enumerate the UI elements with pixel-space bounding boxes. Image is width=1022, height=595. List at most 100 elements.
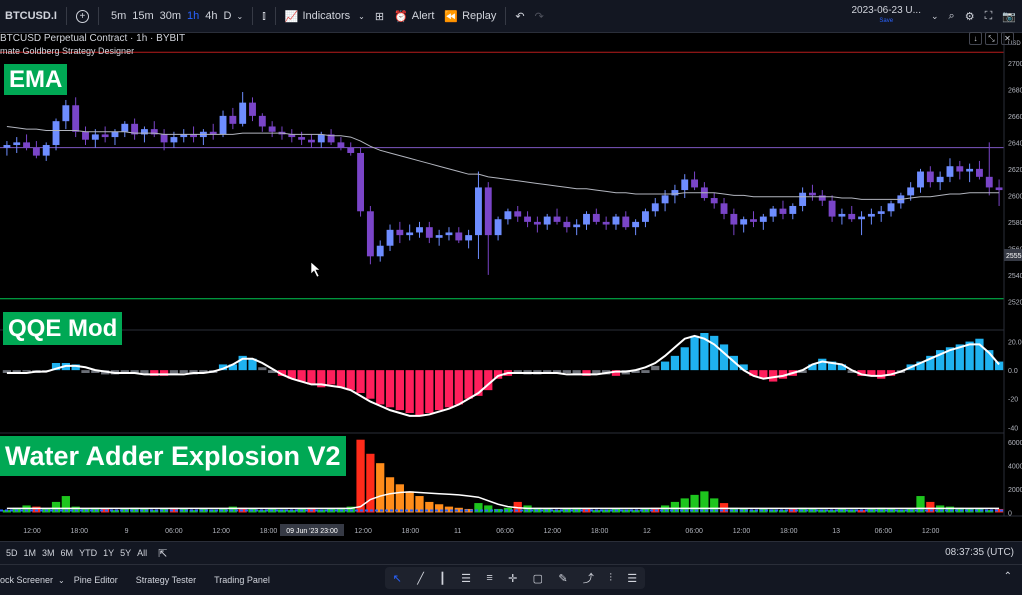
- crosshair-icon[interactable]: ✛: [508, 572, 518, 585]
- symbol-description[interactable]: BTCUSD Perpetual Contract · 1h · BYBIT: [0, 33, 186, 44]
- wae-bar: [366, 453, 375, 513]
- horizontal-lines-icon[interactable]: ≡: [486, 572, 493, 584]
- date-range-icon[interactable]: ⇱: [158, 547, 168, 560]
- camera-icon[interactable]: 📷: [1002, 10, 1016, 23]
- qqe-bar: [945, 347, 955, 371]
- close-icon[interactable]: ✕: [1001, 32, 1014, 45]
- gear-icon[interactable]: ⚙: [964, 10, 975, 23]
- clock[interactable]: 08:37:35 (UTC): [945, 547, 1014, 558]
- compare-button[interactable]: +: [71, 0, 94, 32]
- symbol-search[interactable]: BTCUSD.I: [0, 0, 62, 32]
- chevron-up-icon[interactable]: ⌃: [1003, 571, 1012, 582]
- chevron-down-icon[interactable]: ⌄: [58, 575, 65, 585]
- indicators-button[interactable]: 📈 Indicators ⌄: [280, 0, 370, 32]
- candle-body: [661, 195, 669, 204]
- candle-body: [91, 134, 99, 140]
- vertical-line-icon[interactable]: ┃: [439, 572, 446, 585]
- measure-icon[interactable]: ⫶: [609, 571, 612, 584]
- timeframe-15m[interactable]: 15m: [132, 10, 154, 22]
- rectangle-icon[interactable]: ▢: [532, 572, 544, 585]
- qqe-bar: [454, 370, 463, 405]
- channel-icon[interactable]: ☰: [461, 572, 471, 585]
- candle-body: [642, 211, 649, 222]
- menu-icon[interactable]: ☰: [627, 572, 638, 585]
- qqe-bar: [130, 370, 139, 373]
- candle-body: [82, 131, 89, 140]
- path-icon[interactable]: ⤴: [582, 573, 594, 585]
- cursor-icon[interactable]: ↖: [392, 572, 402, 585]
- redo-button[interactable]: ↷: [530, 0, 549, 32]
- range-all[interactable]: All: [137, 548, 148, 558]
- strategy-name[interactable]: mate Goldberg Strategy Designer: [0, 46, 135, 56]
- divider: [274, 7, 276, 25]
- undo-button[interactable]: ↶: [510, 0, 529, 32]
- wae-bar: [140, 508, 149, 513]
- wae-bar: [484, 505, 493, 513]
- range-ytd[interactable]: YTD: [79, 548, 98, 558]
- range-1y[interactable]: 1Y: [103, 548, 115, 558]
- candle-body: [268, 126, 276, 132]
- candle-body: [759, 216, 767, 222]
- candle-body: [583, 213, 590, 225]
- qqe-bar: [297, 370, 306, 382]
- price-chart[interactable]: 2700268026602640262026002580256025402520…: [0, 33, 1022, 541]
- candle-body: [101, 134, 109, 138]
- timeframe-30m[interactable]: 30m: [159, 10, 182, 22]
- wae-bar: [670, 501, 680, 513]
- tab-pine-editor[interactable]: Pine Editor: [73, 575, 118, 585]
- range-6m[interactable]: 6M: [60, 548, 74, 558]
- qqe-bar: [965, 341, 974, 371]
- range-5d[interactable]: 5D: [6, 548, 18, 558]
- time-tick-label: 12: [643, 528, 651, 535]
- time-tick-label: 06:00: [496, 528, 514, 535]
- qqe-bar: [395, 370, 404, 411]
- layout-save-button[interactable]: 2023-06-23 U... Save: [852, 6, 922, 26]
- ema-line: [6, 125, 1000, 200]
- timeframe-4h[interactable]: 4h: [205, 10, 218, 22]
- brush-icon[interactable]: ✎: [558, 572, 568, 585]
- trendline-icon[interactable]: ╱: [417, 572, 424, 585]
- range-3m[interactable]: 3M: [42, 548, 55, 558]
- replay-button[interactable]: ⏪ Replay: [439, 0, 501, 32]
- search-icon[interactable]: ⌕: [948, 9, 955, 22]
- wae-explosion-line: [6, 491, 1000, 510]
- qqe-bar: [877, 370, 886, 379]
- wae-bar: [965, 508, 974, 513]
- collapse-icon[interactable]: ⤡: [985, 32, 998, 45]
- download-icon[interactable]: ↓: [969, 32, 982, 45]
- candle-body: [985, 176, 993, 188]
- chevron-down-icon[interactable]: ⌄: [931, 10, 939, 21]
- range-1m[interactable]: 1M: [23, 548, 37, 558]
- templates-button[interactable]: ⊞: [370, 0, 389, 32]
- candle-body: [730, 213, 738, 225]
- candle-body: [209, 131, 217, 135]
- candle-body: [366, 211, 374, 257]
- wae-tick-label: 2000: [1008, 487, 1022, 494]
- candle-body: [219, 115, 227, 135]
- timeframe-d[interactable]: D: [223, 10, 232, 22]
- candle-body: [838, 213, 846, 217]
- range-5y[interactable]: 5Y: [120, 548, 132, 558]
- wae-bar: [405, 491, 414, 513]
- qqe-bar: [700, 333, 709, 371]
- timeframe-1h[interactable]: 1h: [187, 10, 200, 22]
- qqe-bar: [307, 370, 316, 385]
- candle-body: [72, 105, 80, 132]
- wae-bar: [130, 507, 139, 513]
- divider: [505, 7, 507, 25]
- ema-overlay-label: EMA: [4, 64, 68, 95]
- timeframe-5m[interactable]: 5m: [110, 10, 127, 22]
- tab-trading-panel[interactable]: Trading Panel: [214, 575, 270, 585]
- wae-bar: [61, 496, 70, 513]
- chart-type-button[interactable]: ⫾: [257, 0, 271, 32]
- chevron-down-icon[interactable]: ⌄: [236, 11, 244, 21]
- candle-body: [160, 134, 168, 143]
- candle-body: [612, 216, 620, 225]
- qqe-tick-label: -40: [1008, 425, 1018, 432]
- alert-button[interactable]: ⏰ Alert: [389, 0, 439, 32]
- tab-stock-screener[interactable]: ock Screener: [0, 575, 54, 585]
- qqe-bar: [159, 370, 169, 376]
- candle-body: [514, 211, 522, 217]
- tab-strategy-tester[interactable]: Strategy Tester: [135, 575, 197, 585]
- fullscreen-icon[interactable]: ⛶: [984, 9, 993, 22]
